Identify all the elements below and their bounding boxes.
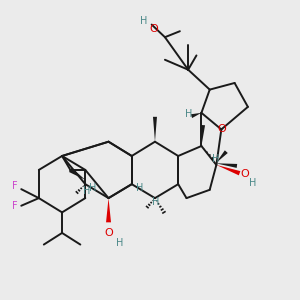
Text: O: O (104, 228, 113, 238)
Text: O: O (241, 169, 250, 179)
Text: H: H (136, 183, 143, 193)
Polygon shape (191, 113, 201, 118)
Polygon shape (106, 198, 111, 222)
Text: H: H (249, 178, 256, 188)
Text: H: H (89, 183, 97, 193)
Text: H: H (116, 238, 123, 248)
Polygon shape (69, 168, 85, 180)
Polygon shape (216, 163, 237, 168)
Polygon shape (153, 117, 157, 142)
Text: H: H (185, 110, 193, 119)
Polygon shape (216, 165, 240, 175)
Text: F: F (12, 182, 17, 191)
Polygon shape (201, 125, 205, 146)
Text: O: O (217, 124, 226, 134)
Text: H: H (152, 197, 160, 207)
Text: H: H (140, 16, 147, 26)
Text: H: H (212, 154, 219, 164)
Text: H: H (82, 187, 90, 196)
Text: O: O (149, 24, 158, 34)
Text: F: F (12, 201, 17, 211)
Polygon shape (216, 150, 228, 163)
